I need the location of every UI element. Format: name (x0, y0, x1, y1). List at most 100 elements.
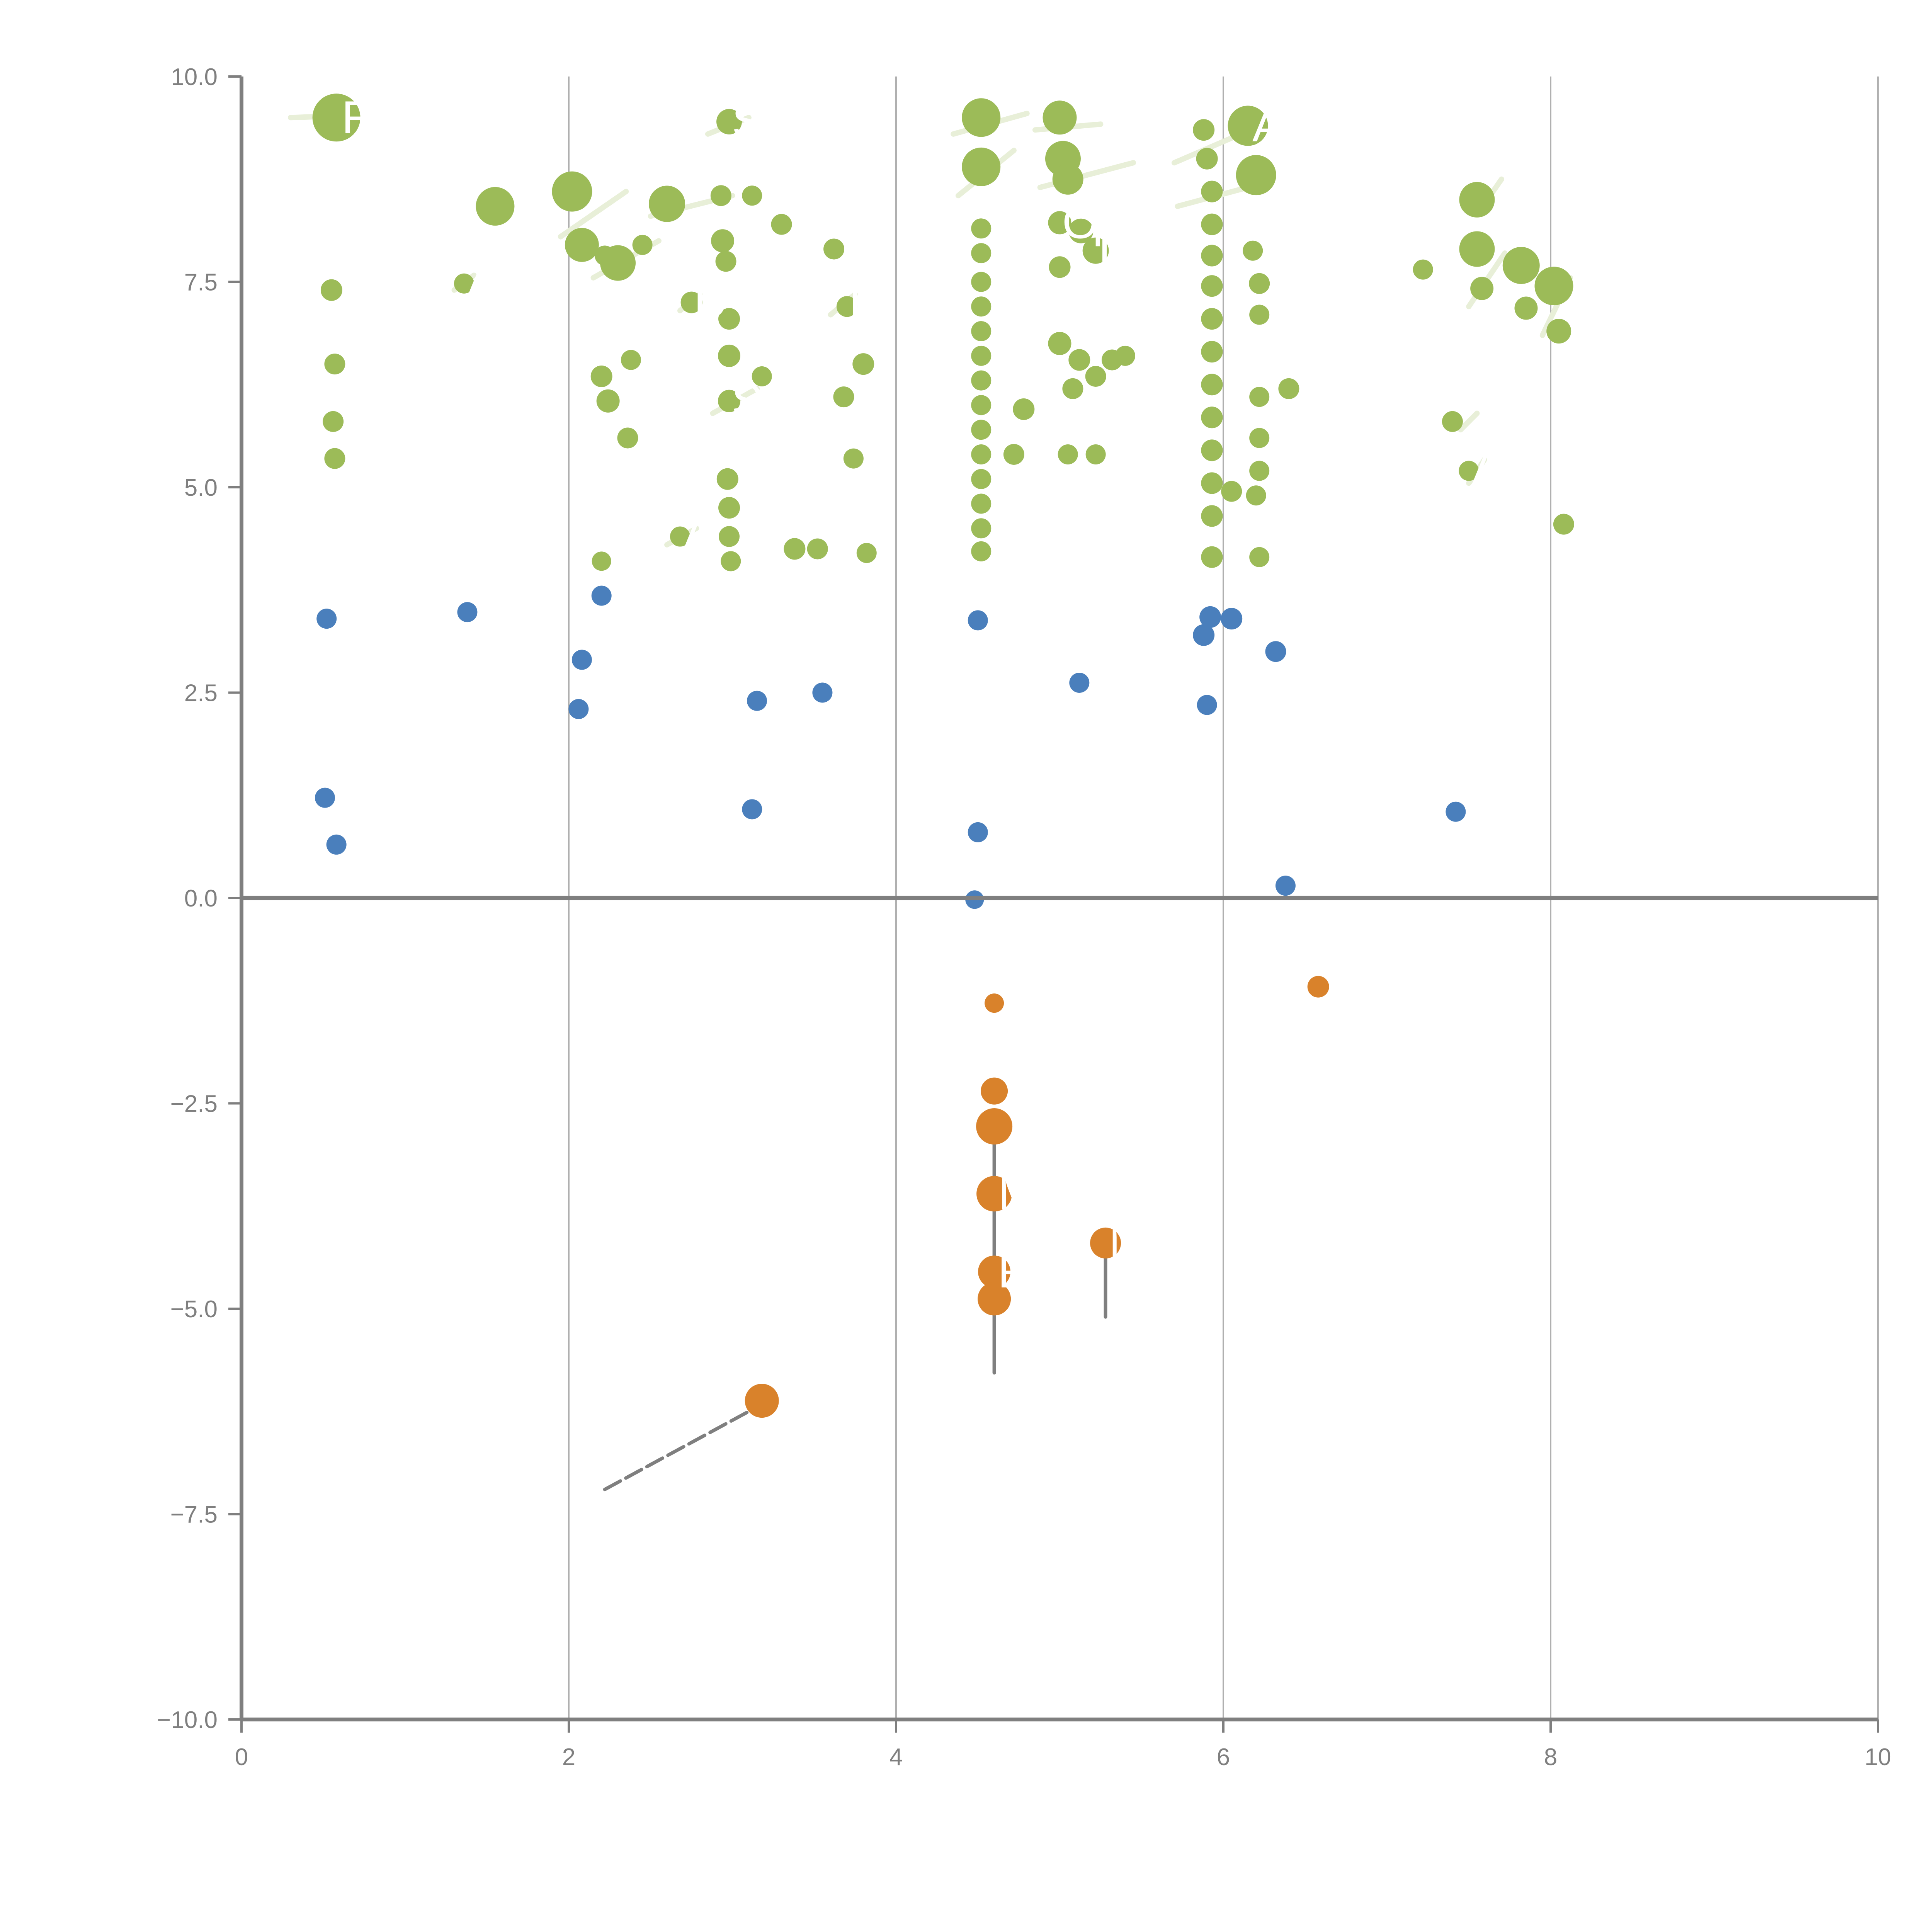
bubble-layer[interactable] (312, 94, 1574, 1418)
bubble-green[interactable] (852, 353, 874, 375)
bubble-green[interactable] (592, 551, 611, 571)
bubble-green[interactable] (621, 350, 641, 370)
bubble-green[interactable] (1068, 218, 1094, 243)
bubble-green[interactable] (718, 389, 741, 412)
bubble-green[interactable] (1249, 273, 1270, 294)
bubble-green[interactable] (711, 229, 735, 253)
bubble-blue[interactable] (1221, 608, 1243, 630)
bubble-orange[interactable] (981, 1077, 1008, 1105)
bubble-green[interactable] (971, 296, 992, 317)
bubble-green[interactable] (1278, 378, 1299, 399)
bubble-green[interactable] (971, 420, 992, 440)
bubble-blue[interactable] (1197, 695, 1217, 715)
bubble-blue[interactable] (1265, 641, 1286, 662)
bubble-green[interactable] (1228, 105, 1268, 146)
bubble-green[interactable] (962, 147, 1001, 186)
bubble-green[interactable] (1201, 374, 1223, 396)
bubble-green[interactable] (323, 411, 344, 432)
bubble-blue[interactable] (326, 834, 347, 855)
bubble-green[interactable] (1236, 155, 1276, 196)
bubble-green[interactable] (565, 228, 599, 262)
bubble-green[interactable] (710, 185, 731, 206)
bubble-green[interactable] (833, 386, 854, 408)
bubble-green[interactable] (1082, 237, 1109, 264)
bubble-green[interactable] (1201, 546, 1223, 568)
bubble-blue[interactable] (315, 787, 335, 808)
bubble-green[interactable] (476, 187, 515, 226)
bubble-orange[interactable] (976, 1108, 1013, 1145)
bubble-green[interactable] (1553, 514, 1574, 535)
bubble-green[interactable] (320, 279, 342, 301)
bubble-green[interactable] (670, 526, 690, 547)
bubble-green[interactable] (1243, 240, 1263, 261)
bubble-orange[interactable] (978, 1282, 1011, 1316)
bubble-green[interactable] (971, 493, 992, 514)
bubble-blue[interactable] (316, 609, 337, 629)
bubble-green[interactable] (1546, 319, 1571, 344)
bubble-green[interactable] (1534, 267, 1573, 306)
bubble-green[interactable] (1201, 308, 1223, 330)
bubble-green[interactable] (1003, 444, 1024, 465)
bubble-green[interactable] (649, 185, 685, 222)
bubble-blue[interactable] (571, 650, 592, 670)
bubble-green[interactable] (752, 366, 772, 386)
bubble-blue[interactable] (1199, 606, 1221, 628)
bubble-green[interactable] (742, 185, 762, 206)
bubble-green[interactable] (1246, 485, 1266, 506)
bubble-green[interactable] (454, 273, 474, 294)
bubble-green[interactable] (1085, 366, 1106, 387)
bubble-green[interactable] (1048, 211, 1071, 235)
bubble-green[interactable] (1459, 461, 1479, 481)
bubble-green[interactable] (680, 291, 702, 313)
bubble-green[interactable] (971, 541, 992, 561)
bubble-blue[interactable] (1446, 801, 1466, 822)
bubble-green[interactable] (1201, 439, 1223, 461)
bubble-green[interactable] (600, 245, 636, 281)
bubble-orange[interactable] (978, 1255, 1011, 1288)
bubble-green[interactable] (1201, 472, 1223, 494)
bubble-green[interactable] (721, 551, 741, 571)
bubble-blue[interactable] (1275, 876, 1296, 896)
bubble-green[interactable] (1193, 119, 1215, 141)
bubble-blue[interactable] (968, 822, 988, 842)
bubble-green[interactable] (1502, 247, 1540, 284)
bubble-green[interactable] (971, 370, 992, 391)
bubble-green[interactable] (1201, 406, 1223, 429)
bubble-green[interactable] (1201, 245, 1223, 267)
bubble-green[interactable] (856, 543, 877, 563)
bubble-green[interactable] (1201, 180, 1223, 202)
bubble-green[interactable] (1201, 213, 1223, 235)
bubble-green[interactable] (552, 171, 592, 212)
bubble-blue[interactable] (1069, 672, 1090, 693)
bubble-blue[interactable] (742, 799, 762, 820)
bubble-green[interactable] (324, 354, 345, 375)
bubble-green[interactable] (807, 538, 828, 560)
bubble-green[interactable] (718, 344, 741, 367)
bubble-green[interactable] (1221, 481, 1242, 502)
bubble-green[interactable] (971, 243, 992, 264)
bubble-green[interactable] (590, 365, 612, 387)
bubble-orange[interactable] (1090, 1227, 1121, 1259)
bubble-green[interactable] (971, 469, 992, 489)
bubble-green[interactable] (971, 218, 992, 239)
bubble-green[interactable] (1442, 411, 1463, 432)
bubble-green[interactable] (718, 308, 740, 330)
bubble-green[interactable] (716, 109, 742, 134)
bubble-green[interactable] (715, 251, 736, 272)
bubble-green[interactable] (1196, 148, 1218, 170)
bubble-blue[interactable] (457, 602, 478, 622)
bubble-green[interactable] (784, 538, 806, 560)
bubble-blue[interactable] (591, 585, 612, 606)
bubble-green[interactable] (324, 448, 345, 469)
bubble-orange[interactable] (1307, 976, 1329, 998)
bubble-green[interactable] (971, 395, 992, 415)
bubble-green[interactable] (1249, 304, 1270, 325)
bubble-green[interactable] (596, 389, 620, 413)
bubble-orange[interactable] (985, 993, 1004, 1013)
bubble-green[interactable] (971, 444, 992, 464)
bubble-green[interactable] (1115, 345, 1135, 366)
bubble-green[interactable] (1043, 100, 1077, 135)
bubble-green[interactable] (1062, 378, 1083, 399)
bubble-green[interactable] (1249, 387, 1270, 407)
